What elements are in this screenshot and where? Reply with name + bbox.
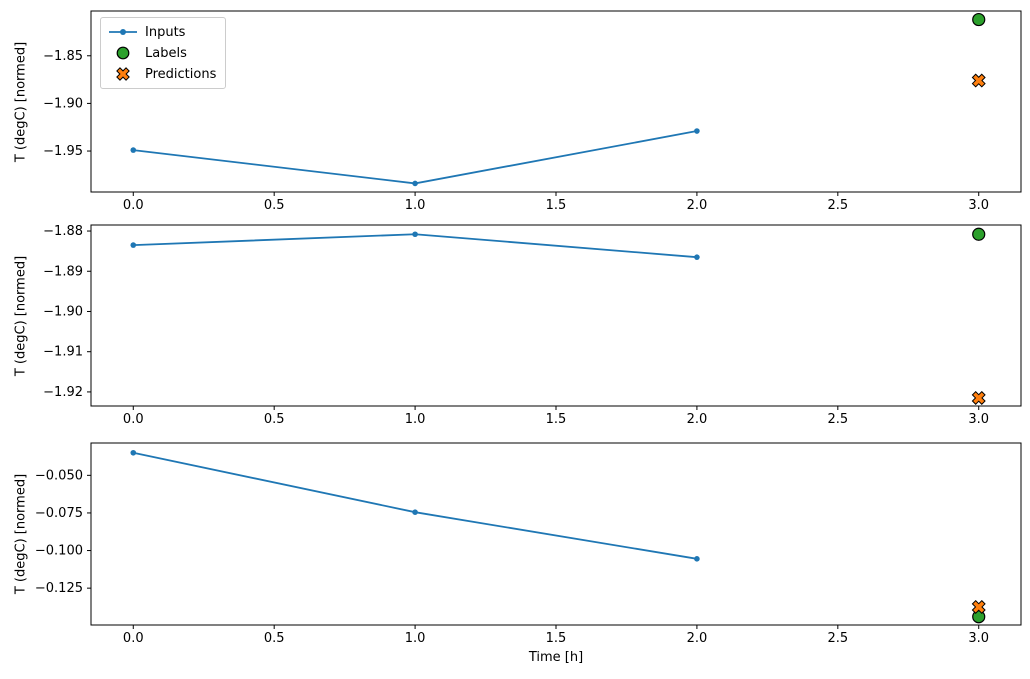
x-tick-label: 2.5 xyxy=(827,198,848,213)
axes-frame xyxy=(90,10,1022,193)
y-axis-label-subplot-2: T (degC) [normed] xyxy=(13,255,29,376)
x-tick-label: 1.0 xyxy=(405,198,426,213)
x-tick-label: 3.0 xyxy=(968,631,989,646)
input-point xyxy=(130,242,137,248)
input-point xyxy=(130,449,137,456)
input-point xyxy=(694,254,700,260)
x-tick-label: 0.5 xyxy=(264,198,285,213)
y-tick-label: −1.92 xyxy=(43,385,83,400)
x-tick-label: 0.5 xyxy=(264,412,285,427)
x-tick-label: 2.0 xyxy=(687,631,708,646)
x-tick-label: 0.0 xyxy=(123,631,144,646)
x-tick-label: 1.5 xyxy=(546,198,567,213)
y-tick-label: −1.88 xyxy=(43,224,83,239)
y-axis-label-subplot-3: T (degC) [normed] xyxy=(13,473,29,595)
y-tick-label: −1.91 xyxy=(43,345,83,360)
prediction-marker xyxy=(971,599,986,614)
input-point xyxy=(130,147,137,153)
subplot-2: 0.0 0.5 1.0 1.5 2.0 2.5 3.0 −1.88 −1.89 −1.90 −1.9… xyxy=(43,224,1022,427)
label-marker xyxy=(972,12,986,27)
axes-frame xyxy=(90,442,1022,626)
x-tick-label: 0.0 xyxy=(123,198,144,213)
y-tick-label: −1.89 xyxy=(43,264,83,279)
legend-label-labels: Labels xyxy=(145,45,187,61)
legend: Inputs Labels Predictions xyxy=(100,17,227,89)
x-tick-label: 1.5 xyxy=(546,412,567,427)
inputs-line xyxy=(133,451,698,560)
legend-label-inputs: Inputs xyxy=(145,24,186,40)
legend-item-predictions: Predictions xyxy=(108,64,216,84)
x-tick-label: 2.0 xyxy=(687,198,708,213)
predictions-x-icon xyxy=(108,66,138,82)
x-tick-label: 1.0 xyxy=(405,631,426,646)
legend-labels-circle xyxy=(116,46,130,60)
x-tick-label: 2.0 xyxy=(687,412,708,427)
x-tick-label: 0.0 xyxy=(123,412,144,427)
x-axis-label: Time [h] xyxy=(528,650,584,665)
inputs-line-icon xyxy=(108,24,138,40)
legend-item-inputs: Inputs xyxy=(108,22,216,42)
inputs-line xyxy=(133,233,697,259)
legend-predictions-x xyxy=(116,67,130,81)
subplot-3: 0.0 0.5 1.0 1.5 2.0 2.5 3.0 −0.050 −0.075 −0.100 −… xyxy=(35,442,1022,646)
x-tick-label: 3.0 xyxy=(968,198,989,213)
input-point xyxy=(694,556,700,562)
y-tick-label: −0.100 xyxy=(35,544,83,559)
input-point xyxy=(412,231,418,238)
subplot-1: 0.0 0.5 1.0 1.5 2.0 2.5 3.0 −1.85 −1.90 −1.95 xyxy=(43,10,1022,213)
x-tick-label: 1.5 xyxy=(546,631,567,646)
legend-item-labels: Labels xyxy=(108,43,216,63)
x-tick-label: 1.0 xyxy=(405,412,426,427)
y-tick-label: −1.85 xyxy=(43,49,83,64)
y-axis-label-subplot-1: T (degC) [normed] xyxy=(13,41,29,162)
x-tick-label: 2.5 xyxy=(827,631,848,646)
legend-label-predictions: Predictions xyxy=(145,66,217,82)
y-tick-label: −1.90 xyxy=(43,304,83,319)
input-point xyxy=(694,128,700,134)
y-tick-label: −0.125 xyxy=(35,581,83,596)
axes-frame xyxy=(90,224,1022,407)
x-tick-label: 3.0 xyxy=(968,412,989,427)
y-tick-label: −1.90 xyxy=(43,96,83,111)
legend-inputs-dot xyxy=(120,29,126,35)
inputs-line xyxy=(133,130,698,185)
label-marker xyxy=(972,227,986,241)
y-tick-label: −0.050 xyxy=(35,468,83,483)
input-point xyxy=(412,509,418,515)
prediction-marker xyxy=(971,73,986,88)
y-tick-label: −0.075 xyxy=(35,506,83,521)
prediction-marker xyxy=(971,390,986,405)
y-tick-label: −1.95 xyxy=(43,144,83,159)
labels-circle-icon xyxy=(108,45,138,61)
x-tick-label: 0.5 xyxy=(264,631,285,646)
input-point xyxy=(412,180,418,187)
x-tick-label: 2.5 xyxy=(827,412,848,427)
